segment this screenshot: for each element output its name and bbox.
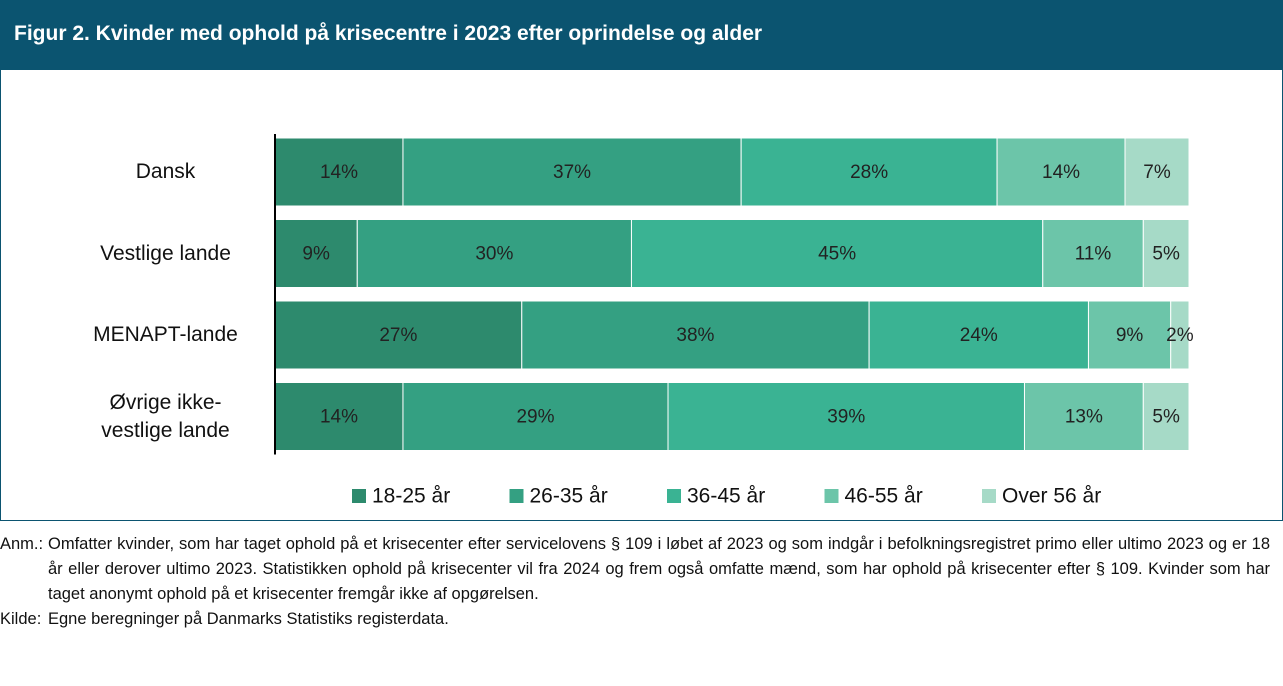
data-label: 29% <box>516 407 554 428</box>
data-label: 24% <box>960 325 998 346</box>
chart-title: Figur 2. Kvinder med ophold på krisecent… <box>14 22 763 45</box>
note: Kilde: Egne beregninger på Danmarks Stati… <box>0 607 1270 632</box>
bar-segment <box>1170 300 1190 370</box>
data-label: 39% <box>827 407 865 428</box>
bar-segment <box>1023 382 1144 451</box>
data-label: 2% <box>1166 325 1194 346</box>
bar-segment <box>1124 137 1190 207</box>
bar-segment <box>667 382 1025 451</box>
legend-swatch <box>824 489 839 503</box>
bar-segment <box>402 382 669 451</box>
data-label: 7% <box>1143 162 1171 183</box>
category-label: MENAPT-lande <box>93 323 238 346</box>
category-label: Øvrige ikke-vestlige lande <box>101 390 230 442</box>
data-label: 38% <box>676 325 714 346</box>
legend-swatch <box>982 489 996 503</box>
bar-segment <box>868 300 1089 370</box>
bar-segment <box>996 137 1126 207</box>
category-label: Vestlige lande <box>100 241 231 265</box>
legend-label: Over 56 år <box>1002 485 1101 508</box>
bar-segment <box>1042 219 1144 288</box>
data-label: 14% <box>320 407 358 428</box>
notes: Anm.: Omfatter kvinder, som har taget oph… <box>0 532 1270 632</box>
chart: 14% 37% 28% 14% 7% 9% 30% 45% 11% 5% 27% 38% 24% 9% 2%… <box>274 134 1194 508</box>
data-label: 28% <box>850 162 888 183</box>
bar-segment <box>274 382 404 451</box>
bar-segment <box>1142 219 1190 288</box>
data-label: 30% <box>475 244 513 265</box>
legend-swatch <box>667 489 681 503</box>
note-label: Anm.: <box>0 535 44 553</box>
category-label: Dansk <box>135 160 196 183</box>
data-label: 13% <box>1065 407 1103 428</box>
bar-segment <box>1087 300 1172 370</box>
bar-segment <box>356 219 632 288</box>
note: Anm.: Omfatter kvinder, som har taget oph… <box>0 532 1270 607</box>
note-text: Omfatter kvinder, som har taget ophold p… <box>48 535 1270 603</box>
header: Figur 2. Kvinder med ophold på krisecent… <box>0 0 1283 70</box>
legend-swatch <box>352 489 366 503</box>
bar-segment <box>1142 382 1190 451</box>
legend-label: 18-25 år <box>372 485 450 508</box>
data-label: 45% <box>818 244 856 265</box>
legend-label: 36-45 år <box>687 485 765 508</box>
bar-segment <box>521 300 870 370</box>
bar-segment <box>274 137 404 207</box>
data-label: 5% <box>1152 244 1180 265</box>
data-label: 9% <box>1116 325 1144 346</box>
data-label: 11% <box>1075 244 1112 265</box>
legend-label: 46-55 år <box>845 485 923 508</box>
bar-segment <box>274 300 523 370</box>
bar-segment <box>740 137 998 207</box>
legend-swatch <box>509 489 524 503</box>
bar-segment <box>402 137 742 207</box>
data-label: 9% <box>302 244 330 265</box>
note-text: Egne beregninger på Danmarks Statistiks … <box>48 610 449 628</box>
data-label: 5% <box>1152 407 1180 428</box>
note-label: Kilde: <box>0 610 42 628</box>
data-label: 14% <box>1042 162 1080 183</box>
data-label: 27% <box>379 325 417 346</box>
data-label: 14% <box>320 162 358 183</box>
legend-label: 26-35 år <box>530 485 608 508</box>
bar-segment <box>630 219 1044 288</box>
data-label: 37% <box>553 162 591 183</box>
